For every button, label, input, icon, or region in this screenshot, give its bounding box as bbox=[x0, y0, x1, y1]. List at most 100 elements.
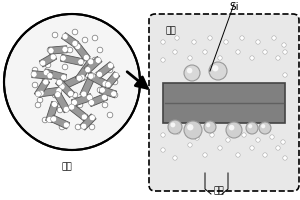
Circle shape bbox=[60, 55, 66, 61]
Circle shape bbox=[176, 130, 180, 134]
Circle shape bbox=[161, 148, 165, 152]
Polygon shape bbox=[39, 87, 62, 97]
Circle shape bbox=[50, 54, 56, 60]
Circle shape bbox=[81, 114, 87, 120]
Polygon shape bbox=[74, 43, 90, 61]
Circle shape bbox=[42, 77, 48, 83]
Circle shape bbox=[173, 50, 177, 54]
Circle shape bbox=[81, 123, 87, 129]
Polygon shape bbox=[96, 62, 114, 78]
Polygon shape bbox=[59, 73, 85, 91]
Circle shape bbox=[184, 121, 202, 139]
Circle shape bbox=[276, 146, 280, 150]
Circle shape bbox=[59, 124, 65, 130]
FancyBboxPatch shape bbox=[163, 83, 285, 123]
Circle shape bbox=[82, 37, 88, 43]
Circle shape bbox=[111, 91, 117, 97]
Polygon shape bbox=[99, 86, 117, 98]
Polygon shape bbox=[61, 33, 79, 47]
Circle shape bbox=[226, 122, 242, 138]
Circle shape bbox=[67, 47, 73, 53]
Circle shape bbox=[62, 46, 68, 52]
Circle shape bbox=[31, 71, 37, 77]
Circle shape bbox=[57, 107, 63, 113]
Circle shape bbox=[43, 79, 49, 85]
Polygon shape bbox=[34, 79, 50, 97]
Circle shape bbox=[263, 153, 267, 157]
Circle shape bbox=[63, 122, 69, 128]
Circle shape bbox=[102, 102, 108, 108]
Polygon shape bbox=[84, 56, 102, 74]
Circle shape bbox=[72, 92, 78, 98]
Circle shape bbox=[112, 92, 118, 98]
Circle shape bbox=[187, 68, 192, 73]
Circle shape bbox=[204, 121, 216, 133]
Polygon shape bbox=[61, 54, 83, 66]
Circle shape bbox=[88, 59, 94, 65]
Circle shape bbox=[71, 99, 77, 105]
Circle shape bbox=[188, 143, 192, 147]
Text: Si: Si bbox=[229, 2, 239, 12]
Circle shape bbox=[62, 64, 68, 70]
Circle shape bbox=[51, 116, 57, 122]
Circle shape bbox=[161, 133, 165, 137]
Circle shape bbox=[263, 50, 267, 54]
Circle shape bbox=[35, 102, 41, 108]
Circle shape bbox=[101, 94, 107, 100]
Text: 石墨: 石墨 bbox=[61, 162, 72, 171]
Circle shape bbox=[161, 40, 165, 44]
Circle shape bbox=[46, 117, 52, 123]
Circle shape bbox=[206, 123, 210, 127]
Circle shape bbox=[107, 112, 113, 118]
Circle shape bbox=[113, 72, 119, 78]
Circle shape bbox=[242, 133, 246, 137]
Circle shape bbox=[72, 40, 78, 46]
Circle shape bbox=[52, 32, 58, 38]
Circle shape bbox=[218, 146, 222, 150]
Circle shape bbox=[83, 55, 89, 61]
Circle shape bbox=[92, 57, 98, 63]
Circle shape bbox=[32, 67, 38, 73]
Text: 气孔: 气孔 bbox=[214, 186, 224, 195]
Circle shape bbox=[107, 67, 113, 73]
Polygon shape bbox=[80, 73, 96, 97]
Circle shape bbox=[102, 81, 108, 87]
Circle shape bbox=[187, 124, 194, 130]
Circle shape bbox=[47, 73, 53, 79]
Circle shape bbox=[229, 125, 234, 130]
Circle shape bbox=[72, 29, 78, 35]
Circle shape bbox=[224, 40, 228, 44]
FancyBboxPatch shape bbox=[149, 14, 299, 191]
Circle shape bbox=[107, 63, 113, 69]
Polygon shape bbox=[88, 93, 108, 107]
Circle shape bbox=[276, 56, 280, 60]
Polygon shape bbox=[104, 72, 120, 88]
Circle shape bbox=[283, 50, 287, 54]
Circle shape bbox=[97, 71, 103, 77]
Circle shape bbox=[203, 153, 207, 157]
Circle shape bbox=[208, 36, 212, 40]
Polygon shape bbox=[88, 72, 109, 88]
Circle shape bbox=[61, 74, 67, 80]
Circle shape bbox=[97, 47, 103, 53]
Circle shape bbox=[226, 138, 230, 142]
Circle shape bbox=[184, 65, 200, 81]
Circle shape bbox=[43, 70, 49, 76]
Circle shape bbox=[92, 35, 98, 41]
Circle shape bbox=[218, 56, 222, 60]
Circle shape bbox=[48, 48, 54, 54]
Circle shape bbox=[75, 43, 81, 49]
Circle shape bbox=[59, 84, 65, 90]
Text: 碳层: 碳层 bbox=[165, 26, 176, 35]
Polygon shape bbox=[49, 46, 67, 54]
Polygon shape bbox=[46, 101, 59, 123]
Circle shape bbox=[203, 50, 207, 54]
Circle shape bbox=[87, 95, 93, 101]
Circle shape bbox=[38, 90, 44, 96]
Circle shape bbox=[283, 156, 287, 160]
Circle shape bbox=[89, 124, 95, 130]
Circle shape bbox=[42, 117, 48, 123]
Circle shape bbox=[79, 74, 85, 80]
Circle shape bbox=[272, 36, 276, 40]
Circle shape bbox=[282, 43, 286, 47]
